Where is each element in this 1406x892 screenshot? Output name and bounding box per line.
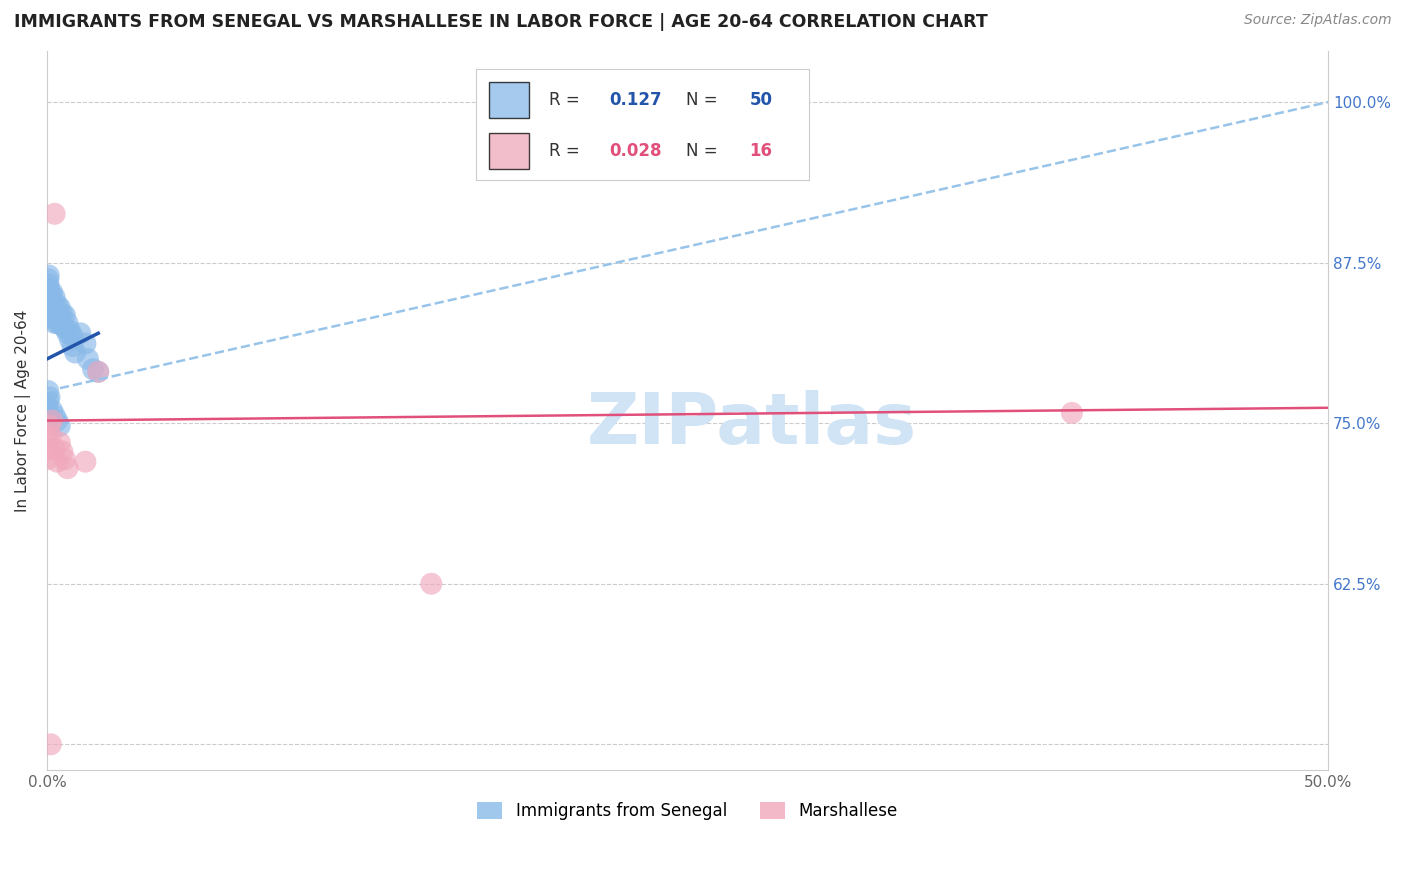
Text: ZIPatlas: ZIPatlas — [586, 390, 917, 459]
Point — [37, 384, 59, 398]
Point — [41, 403, 63, 417]
Point — [75, 336, 97, 351]
Point — [77, 351, 100, 366]
Point — [37, 393, 59, 408]
Point — [39, 429, 62, 443]
Point — [49, 418, 72, 433]
Point — [62, 339, 84, 353]
Point — [37, 272, 59, 286]
Point — [49, 435, 72, 450]
Point — [44, 316, 66, 330]
Point — [41, 307, 63, 321]
Point — [44, 442, 66, 456]
Point — [46, 306, 69, 320]
Point — [56, 316, 79, 330]
Point — [44, 306, 66, 320]
Point — [69, 326, 91, 341]
Point — [49, 308, 72, 322]
Point — [63, 345, 86, 359]
Point — [49, 301, 72, 315]
Point — [38, 391, 60, 405]
Point — [51, 307, 73, 321]
Point — [87, 365, 110, 379]
Text: IMMIGRANTS FROM SENEGAL VS MARSHALLESE IN LABOR FORCE | AGE 20-64 CORRELATION CH: IMMIGRANTS FROM SENEGAL VS MARSHALLESE I… — [14, 13, 988, 31]
Point — [51, 318, 73, 333]
Point — [37, 452, 59, 467]
Text: Source: ZipAtlas.com: Source: ZipAtlas.com — [1244, 13, 1392, 28]
Point — [44, 290, 66, 304]
Point — [38, 418, 60, 433]
Point — [44, 298, 66, 312]
Point — [37, 301, 59, 315]
Legend: Immigrants from Senegal, Marshallese: Immigrants from Senegal, Marshallese — [471, 795, 904, 826]
Point — [53, 321, 76, 335]
Point — [46, 455, 69, 469]
Point — [38, 268, 60, 283]
Y-axis label: In Labor Force | Age 20-64: In Labor Force | Age 20-64 — [15, 310, 31, 511]
Point — [1060, 406, 1083, 420]
Point — [59, 324, 82, 338]
Point — [41, 294, 63, 309]
Point — [46, 298, 69, 312]
Point — [38, 294, 60, 309]
Point — [41, 414, 63, 428]
Point — [56, 461, 79, 475]
Point — [44, 207, 66, 221]
Point — [46, 316, 69, 330]
Point — [37, 406, 59, 420]
Point — [37, 409, 59, 423]
Point — [38, 277, 60, 292]
Point — [37, 281, 59, 295]
Point — [37, 432, 59, 446]
Point — [44, 409, 66, 423]
Point — [49, 316, 72, 330]
Point — [53, 452, 76, 467]
Point — [39, 295, 62, 310]
Point — [38, 284, 60, 298]
Point — [39, 287, 62, 301]
Point — [87, 365, 110, 379]
Point — [37, 401, 59, 415]
Point — [39, 737, 62, 751]
Point — [59, 333, 82, 347]
Point — [56, 326, 79, 341]
Point — [37, 442, 59, 456]
Point — [51, 444, 73, 458]
Point — [82, 362, 104, 376]
Point — [38, 303, 60, 318]
Point — [41, 285, 63, 300]
Point — [420, 576, 443, 591]
Point — [53, 308, 76, 322]
Point — [46, 414, 69, 428]
Point — [62, 329, 84, 343]
Point — [75, 455, 97, 469]
Point — [38, 310, 60, 325]
